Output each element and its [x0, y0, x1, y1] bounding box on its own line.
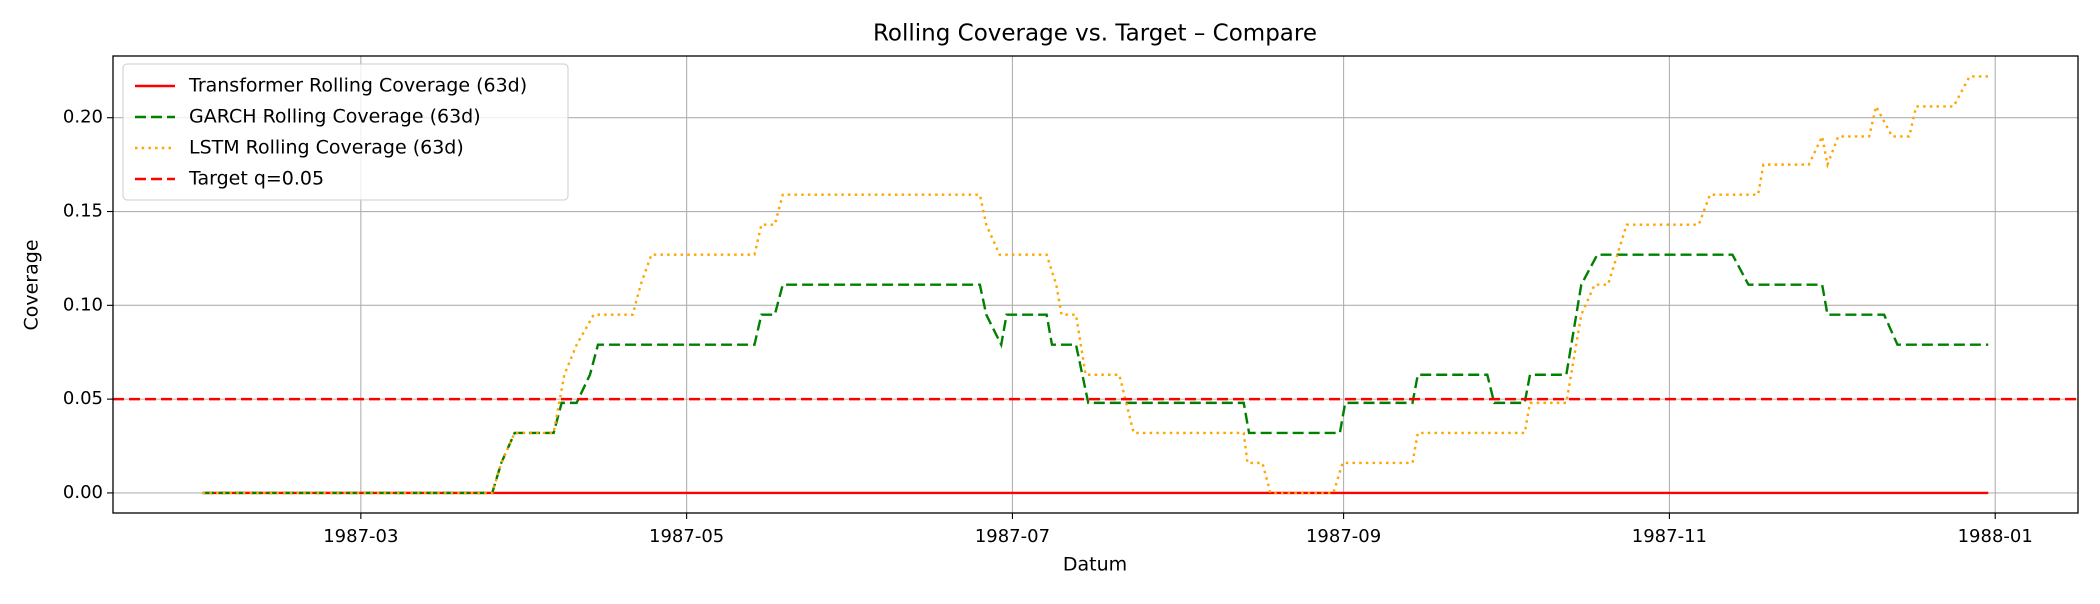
legend: Transformer Rolling Coverage (63d) GARCH … — [122, 63, 569, 201]
x-tick-label: 1987-03 — [323, 526, 398, 547]
legend-label: LSTM Rolling Coverage (63d) — [189, 137, 464, 159]
x-axis-label: Datum — [1063, 554, 1127, 576]
x-tick-label: 1987-07 — [975, 526, 1050, 547]
legend-label: Target q=0.05 — [188, 168, 324, 190]
x-tick-label: 1987-11 — [1632, 526, 1707, 547]
legend-label: GARCH Rolling Coverage (63d) — [189, 106, 481, 128]
y-tick-label: 0.20 — [63, 107, 103, 128]
plot-frame — [112, 55, 2079, 514]
x-tick-label: 1987-09 — [1306, 526, 1381, 547]
y-axis-label: Coverage — [21, 239, 43, 330]
x-tick-label: 1988-01 — [1958, 526, 2033, 547]
series-line — [202, 75, 1989, 495]
y-tick-label: 0.15 — [63, 201, 103, 222]
legend-box — [122, 63, 569, 201]
y-tick-label: 0.00 — [63, 482, 103, 503]
x-tick-label: 1987-05 — [649, 526, 724, 547]
y-tick-label: 0.10 — [63, 294, 103, 315]
series-line — [202, 253, 1989, 495]
chart-title: Rolling Coverage vs. Target – Compare — [873, 21, 1317, 47]
y-tick-label: 0.05 — [63, 388, 103, 409]
legend-label: Transformer Rolling Coverage (63d) — [188, 75, 527, 97]
